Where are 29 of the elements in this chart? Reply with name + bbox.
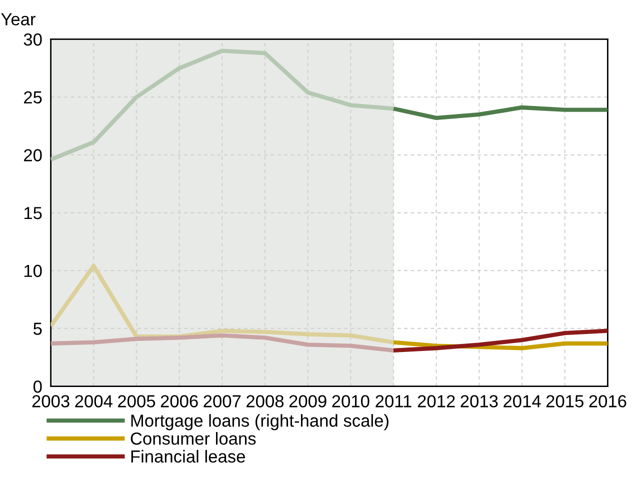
x-tick-label: 2007 — [204, 395, 241, 408]
line-series — [391, 328, 608, 353]
x-tick-label: 2004 — [75, 395, 112, 408]
x-tick-label: 2011 — [376, 395, 412, 408]
y-tick-label: 15 — [24, 207, 42, 220]
x-tick-label: 2003 — [32, 395, 70, 408]
y-tick-label: 0 — [33, 380, 42, 393]
legend-label: Consumer loans — [130, 432, 256, 445]
x-tick-label: 2009 — [289, 395, 326, 408]
line-series — [50, 333, 396, 353]
y-tick-label: 10 — [24, 264, 42, 278]
line-series — [391, 105, 608, 120]
x-tick-label: 2008 — [246, 395, 284, 408]
x-tick-label: 2013 — [460, 395, 498, 408]
x-tick-label: 2012 — [418, 395, 455, 408]
x-tick-label: 2016 — [589, 395, 626, 408]
x-tick-label: 2010 — [332, 395, 370, 408]
line-series — [50, 48, 396, 162]
y-axis-title: Year — [1, 13, 36, 26]
x-tick-label: 2014 — [504, 395, 541, 408]
x-tick-label: 2005 — [118, 395, 156, 408]
legend-label: Financial lease — [131, 450, 245, 463]
y-tick-label: 20 — [24, 149, 42, 162]
y-tick-label: 5 — [34, 322, 42, 335]
x-tick-label: 2006 — [160, 395, 198, 408]
x-tick-label: 2015 — [546, 395, 584, 408]
y-tick-label: 25 — [24, 91, 42, 104]
y-tick-label: 30 — [24, 33, 42, 46]
legend-label: Mortgage loans (right-hand scale) — [131, 414, 388, 430]
